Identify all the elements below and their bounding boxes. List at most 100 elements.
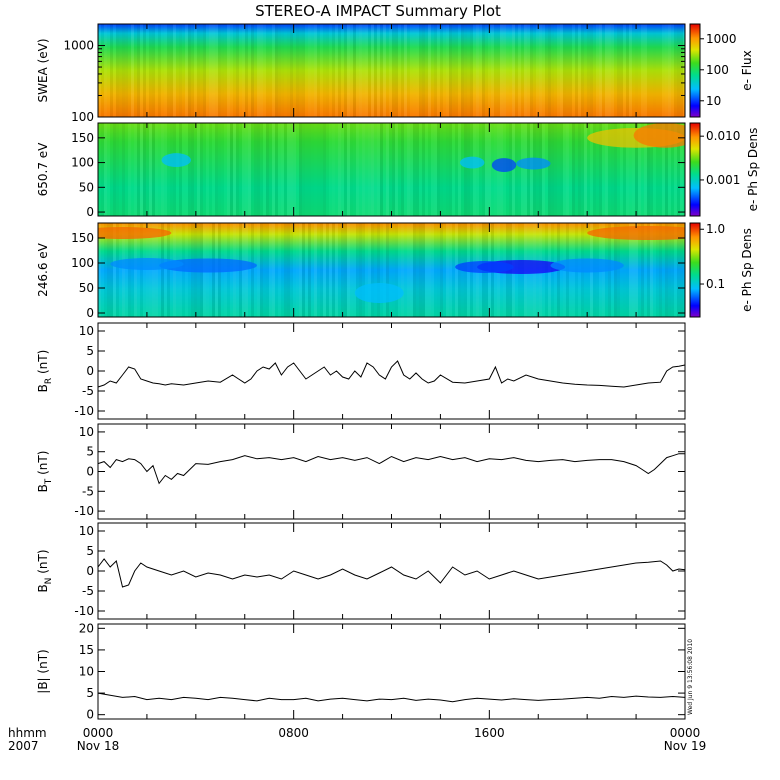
heatmap-texture-strip xyxy=(413,24,416,117)
heatmap-texture-strip xyxy=(137,24,140,117)
heatmap-texture-strip xyxy=(119,24,122,117)
heatmap-texture-strip xyxy=(653,24,656,117)
generation-timestamp: Wed Jun 9 13:56:08 2010 xyxy=(687,639,694,715)
heatmap-texture-strip xyxy=(302,223,305,317)
heatmap-texture-strip xyxy=(383,123,386,216)
heatmap-texture-strip xyxy=(278,24,281,117)
heatmap-texture-strip xyxy=(611,24,614,117)
heatmap-texture-strip xyxy=(311,24,314,117)
heatmap-texture-strip xyxy=(470,123,473,216)
heatmap-texture-strip xyxy=(155,24,158,117)
heatmap-texture-strip xyxy=(284,223,287,317)
heatmap-texture-strip xyxy=(245,123,248,216)
heatmap-texture-strip xyxy=(122,223,125,317)
heatmap-texture-strip xyxy=(392,24,395,117)
heatmap-texture-strip xyxy=(476,24,479,117)
heatmap-texture-strip xyxy=(593,24,596,117)
heatmap-texture-strip xyxy=(503,24,506,117)
heatmap-texture-strip xyxy=(110,24,113,117)
heatmap-texture-strip xyxy=(200,24,203,117)
heatmap-texture-strip xyxy=(293,223,296,317)
heatmap-texture-strip xyxy=(524,24,527,117)
heatmap-texture-strip xyxy=(488,24,491,117)
heatmap-texture-strip xyxy=(395,223,398,317)
heatmap-texture-strip xyxy=(98,24,101,117)
heatmap-texture-strip xyxy=(284,123,287,216)
heatmap-texture-strip xyxy=(548,123,551,216)
heatmap-texture-strip xyxy=(275,24,278,117)
heatmap-texture-strip xyxy=(185,24,188,117)
heatmap-texture-strip xyxy=(332,223,335,317)
colorbar-tick-label: 0.010 xyxy=(706,129,740,143)
heatmap-texture-strip xyxy=(626,24,629,117)
panel-6: -10 -5 0 5 10 BN (nT) xyxy=(36,522,686,620)
heatmap-texture-strip xyxy=(668,24,671,117)
colorbar-label: e- Flux xyxy=(740,50,754,90)
heatmap-texture-strip xyxy=(602,24,605,117)
heatmap-texture-strip xyxy=(164,123,167,216)
heatmap-texture-strip xyxy=(233,24,236,117)
heatmap-texture-strip xyxy=(203,24,206,117)
heatmap-texture-strip xyxy=(635,123,638,216)
heatmap-texture-strip xyxy=(113,123,116,216)
heatmap-texture-strip xyxy=(329,223,332,317)
panel-2: 0.001 0.010 e- Ph Sp Dens 0 50 100 150 650.7 eV xyxy=(36,122,760,219)
heatmap-texture-strip xyxy=(170,123,173,216)
heatmap-texture-strip xyxy=(647,223,650,317)
heatmap-texture-strip xyxy=(260,24,263,117)
y-axis-label-main: SWEA (eV) xyxy=(36,38,50,102)
heatmap-texture-strip xyxy=(578,24,581,117)
heatmap-feature xyxy=(159,258,257,273)
heatmap-texture-strip xyxy=(161,123,164,216)
heatmap-texture-strip xyxy=(623,123,626,216)
heatmap-texture-strip xyxy=(221,24,224,117)
heatmap-texture-strip xyxy=(551,123,554,216)
heatmap-texture-strip xyxy=(410,223,413,317)
heatmap-texture-strip xyxy=(296,24,299,117)
heatmap-texture-strip xyxy=(239,24,242,117)
y-tick-label: 5 xyxy=(86,344,94,358)
heatmap-texture-strip xyxy=(290,223,293,317)
heatmap-texture-strip xyxy=(110,123,113,216)
y-tick-label: 150 xyxy=(71,231,94,245)
panel-7: 0 5 10 15 20 |B| (nT) xyxy=(36,621,686,722)
heatmap-texture-strip xyxy=(146,24,149,117)
heatmap-texture-strip xyxy=(452,223,455,317)
heatmap-texture-strip xyxy=(419,223,422,317)
heatmap-texture-strip xyxy=(434,24,437,117)
heatmap-texture-strip xyxy=(674,24,677,117)
heatmap-texture-strip xyxy=(506,24,509,117)
heatmap-texture-strip xyxy=(428,123,431,216)
heatmap-texture-strip xyxy=(485,123,488,216)
heatmap-texture-strip xyxy=(311,123,314,216)
heatmap-image xyxy=(98,123,685,216)
y-tick-label: -5 xyxy=(82,384,94,398)
heatmap-texture-strip xyxy=(479,123,482,216)
heatmap-texture-strip xyxy=(221,123,224,216)
heatmap-texture-strip xyxy=(323,123,326,216)
colorbar-tick-label: 1.0 xyxy=(706,222,725,236)
heatmap-texture-strip xyxy=(224,24,227,117)
heatmap-texture-strip xyxy=(374,123,377,216)
y-axis-label: |B| (nT) xyxy=(36,649,50,693)
heatmap-texture-strip xyxy=(338,123,341,216)
heatmap-texture-strip xyxy=(101,24,104,117)
heatmap-texture-strip xyxy=(539,123,542,216)
heatmap-texture-strip xyxy=(377,223,380,317)
heatmap-texture-strip xyxy=(449,24,452,117)
heatmap-texture-strip xyxy=(368,24,371,117)
heatmap-texture-strip xyxy=(179,24,182,117)
heatmap-texture-strip xyxy=(545,24,548,117)
plot-title: STEREO-A IMPACT Summary Plot xyxy=(255,2,501,20)
heatmap-texture-strip xyxy=(140,123,143,216)
heatmap-texture-strip xyxy=(173,123,176,216)
heatmap-texture-strip xyxy=(551,24,554,117)
heatmap-texture-strip xyxy=(632,223,635,317)
y-tick-label: 15 xyxy=(79,643,94,657)
heatmap-texture-strip xyxy=(302,123,305,216)
heatmap-texture-strip xyxy=(683,24,685,117)
heatmap-texture-strip xyxy=(263,223,266,317)
heatmap-texture-strip xyxy=(236,24,239,117)
y-tick-label: 0 xyxy=(86,465,94,479)
